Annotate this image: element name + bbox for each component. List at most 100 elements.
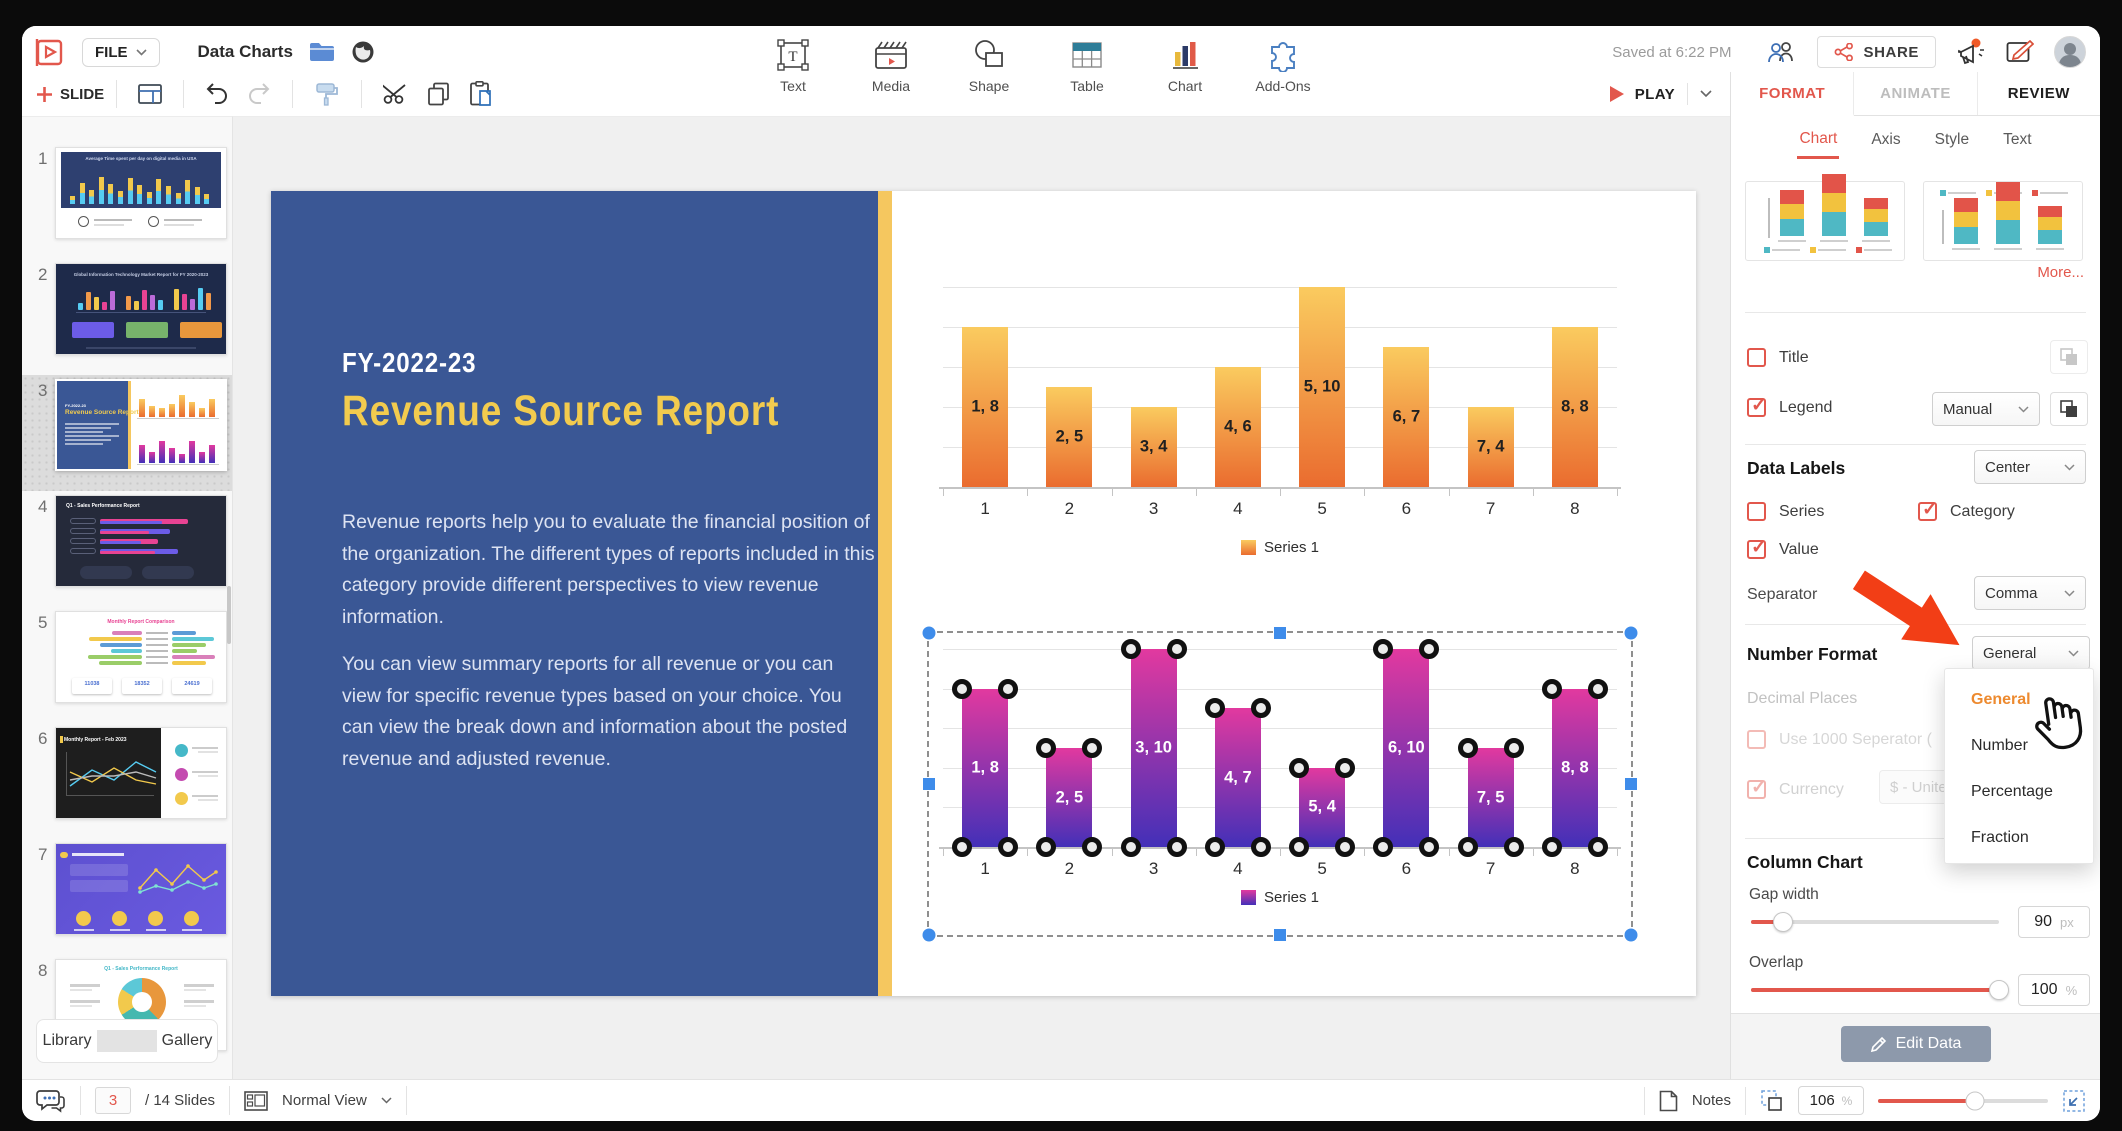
chart-style-thumbnail-1[interactable] xyxy=(1745,174,1905,261)
legend-checkbox[interactable] xyxy=(1747,394,1767,417)
play-button[interactable]: PLAY xyxy=(1609,83,1720,105)
slide-title[interactable]: Revenue Source Report xyxy=(342,387,780,435)
vertex-marker[interactable] xyxy=(1587,678,1608,699)
vertex-marker[interactable] xyxy=(1204,837,1225,857)
vertex-marker[interactable] xyxy=(998,837,1019,857)
vertex-marker[interactable] xyxy=(1587,837,1608,857)
vertex-marker[interactable] xyxy=(1166,837,1187,857)
vertex-marker[interactable] xyxy=(1120,639,1141,659)
vertex-marker[interactable] xyxy=(1289,757,1310,778)
number-format-select[interactable]: General xyxy=(1972,636,2090,670)
title-checkbox[interactable] xyxy=(1747,348,1766,367)
tab-review[interactable]: REVIEW xyxy=(2007,85,2070,102)
vertex-marker[interactable] xyxy=(1166,639,1187,659)
slide-row-5[interactable]: 5 Monthly Report Comparison 11038 18352 2461… xyxy=(22,607,232,723)
slide-thumbnail-3[interactable]: FY-2022-23 Revenue Source Report xyxy=(55,379,227,471)
insert-media-button[interactable]: Media xyxy=(862,38,920,94)
vertex-marker[interactable] xyxy=(1419,837,1440,857)
menu-option-percentage[interactable]: Percentage xyxy=(1971,783,2053,800)
legend-mode-select[interactable]: Manual xyxy=(1932,392,2040,426)
vertex-marker[interactable] xyxy=(1204,698,1225,719)
currency-checkbox[interactable] xyxy=(1747,776,1767,799)
gallery-button[interactable]: Gallery xyxy=(161,1032,213,1049)
slide-canvas[interactable]: FY-2022-23 Revenue Source Report Revenue… xyxy=(271,191,1696,996)
slide-row-6[interactable]: 6 Monthly Report - Feb 2023 xyxy=(22,723,232,839)
vertex-marker[interactable] xyxy=(1335,837,1356,857)
format-painter-icon[interactable] xyxy=(314,82,340,106)
slide-row-8[interactable]: 8 Q1 - Sales Performance Report xyxy=(22,955,232,1051)
overlap-slider[interactable] xyxy=(1751,980,2009,1000)
vertex-marker[interactable] xyxy=(1250,698,1271,719)
vertex-marker[interactable] xyxy=(998,678,1019,699)
edit-data-button[interactable]: Edit Data xyxy=(1840,1026,1991,1062)
legend-position-button[interactable] xyxy=(2050,392,2088,426)
column-bar[interactable]: 3, 10 xyxy=(1130,649,1177,847)
insert-addons-button[interactable]: Add-Ons xyxy=(1254,38,1312,94)
column-bar[interactable]: 5, 4 xyxy=(1299,767,1346,847)
tab-animate[interactable]: ANIMATE xyxy=(1854,72,1978,115)
vertex-marker[interactable] xyxy=(1541,837,1562,857)
purple-column-chart-selected[interactable]: 1, 8 1 2, 5 2 3, 10 3 4, 7 4 5, 4 5 6, 10 6 7, 5 7 8, … xyxy=(922,626,1638,942)
selection-handle[interactable] xyxy=(922,626,936,640)
slide-thumbnail-6[interactable]: Monthly Report - Feb 2023 xyxy=(55,727,227,819)
subtab-style[interactable]: Style xyxy=(1934,131,1970,148)
chat-icon[interactable] xyxy=(36,1088,66,1114)
slide-thumbnail-2[interactable]: Global Information Technology Market Rep… xyxy=(55,263,227,355)
column-bar[interactable]: 5, 10 xyxy=(1299,287,1346,487)
select-objects-icon[interactable] xyxy=(1760,1089,1784,1113)
slide-thumbnail-5[interactable]: Monthly Report Comparison 11038 18352 24619 xyxy=(55,611,227,703)
column-bar[interactable]: 4, 7 xyxy=(1214,708,1261,847)
slide-paragraph-1[interactable]: Revenue reports help you to evaluate the… xyxy=(342,511,875,628)
insert-text-button[interactable]: T Text xyxy=(764,38,822,94)
slide-kicker[interactable]: FY-2022-23 xyxy=(342,347,477,378)
zoom-input[interactable]: 106 % xyxy=(1798,1086,1864,1115)
globe-icon[interactable] xyxy=(351,40,375,64)
redo-icon[interactable] xyxy=(247,83,271,105)
slide-row-1[interactable]: 1 Average Time spent per day on digital m… xyxy=(22,143,232,259)
column-bar[interactable]: 7, 4 xyxy=(1467,407,1514,487)
copy-icon[interactable] xyxy=(427,82,451,106)
paste-icon[interactable] xyxy=(469,81,493,107)
column-bar[interactable]: 4, 6 xyxy=(1214,367,1261,487)
thousand-separator-checkbox[interactable] xyxy=(1747,730,1766,749)
column-bar[interactable]: 7, 5 xyxy=(1467,748,1514,847)
vertex-marker[interactable] xyxy=(1082,738,1103,758)
vertex-marker[interactable] xyxy=(952,678,973,699)
selection-handle[interactable] xyxy=(922,928,936,942)
view-switcher[interactable]: Normal View xyxy=(282,1092,367,1109)
vertex-marker[interactable] xyxy=(1335,757,1356,778)
gap-width-input[interactable]: 90 px xyxy=(2018,906,2090,938)
vertex-marker[interactable] xyxy=(1457,738,1478,758)
vertex-marker[interactable] xyxy=(1036,837,1057,857)
file-menu-button[interactable]: FILE xyxy=(82,37,160,67)
data-labels-position-select[interactable]: Center xyxy=(1974,450,2086,484)
vertex-marker[interactable] xyxy=(1250,837,1271,857)
chevron-down-icon[interactable] xyxy=(381,1097,392,1104)
vertex-marker[interactable] xyxy=(1503,738,1524,758)
current-slide-input[interactable]: 3 xyxy=(95,1087,131,1114)
app-logo-icon[interactable] xyxy=(34,37,64,67)
selection-handle[interactable] xyxy=(923,778,935,790)
zoom-slider[interactable] xyxy=(1878,1091,2048,1110)
selection-handle[interactable] xyxy=(1274,929,1286,941)
notes-toggle[interactable]: Notes xyxy=(1691,1092,1731,1109)
overlap-input[interactable]: 100 % xyxy=(2018,974,2090,1006)
feedback-icon[interactable] xyxy=(2006,40,2034,64)
play-options-chevron-icon[interactable] xyxy=(1700,90,1712,98)
subtab-text[interactable]: Text xyxy=(2003,131,2032,148)
slides-scrollbar[interactable] xyxy=(227,586,231,644)
vertex-marker[interactable] xyxy=(952,837,973,857)
vertex-marker[interactable] xyxy=(1457,837,1478,857)
column-bar[interactable]: 6, 10 xyxy=(1383,649,1430,847)
add-slide-button[interactable]: SLIDE xyxy=(36,86,104,103)
column-bar[interactable]: 1, 8 xyxy=(962,327,1009,487)
slide-row-7[interactable]: 7 xyxy=(22,839,232,955)
slide-thumbnail-1[interactable]: Average Time spent per day on digital me… xyxy=(55,147,227,239)
slide-thumbnail-7[interactable] xyxy=(55,843,227,935)
category-checkbox[interactable] xyxy=(1918,498,1938,521)
vertex-marker[interactable] xyxy=(1541,678,1562,699)
slide-row-3[interactable]: 3 FY-2022-23 Revenue Source Report xyxy=(22,375,232,491)
selection-handle[interactable] xyxy=(1625,778,1637,790)
editor-canvas[interactable]: FY-2022-23 Revenue Source Report Revenue… xyxy=(233,116,1730,1079)
selection-handle[interactable] xyxy=(1274,627,1286,639)
